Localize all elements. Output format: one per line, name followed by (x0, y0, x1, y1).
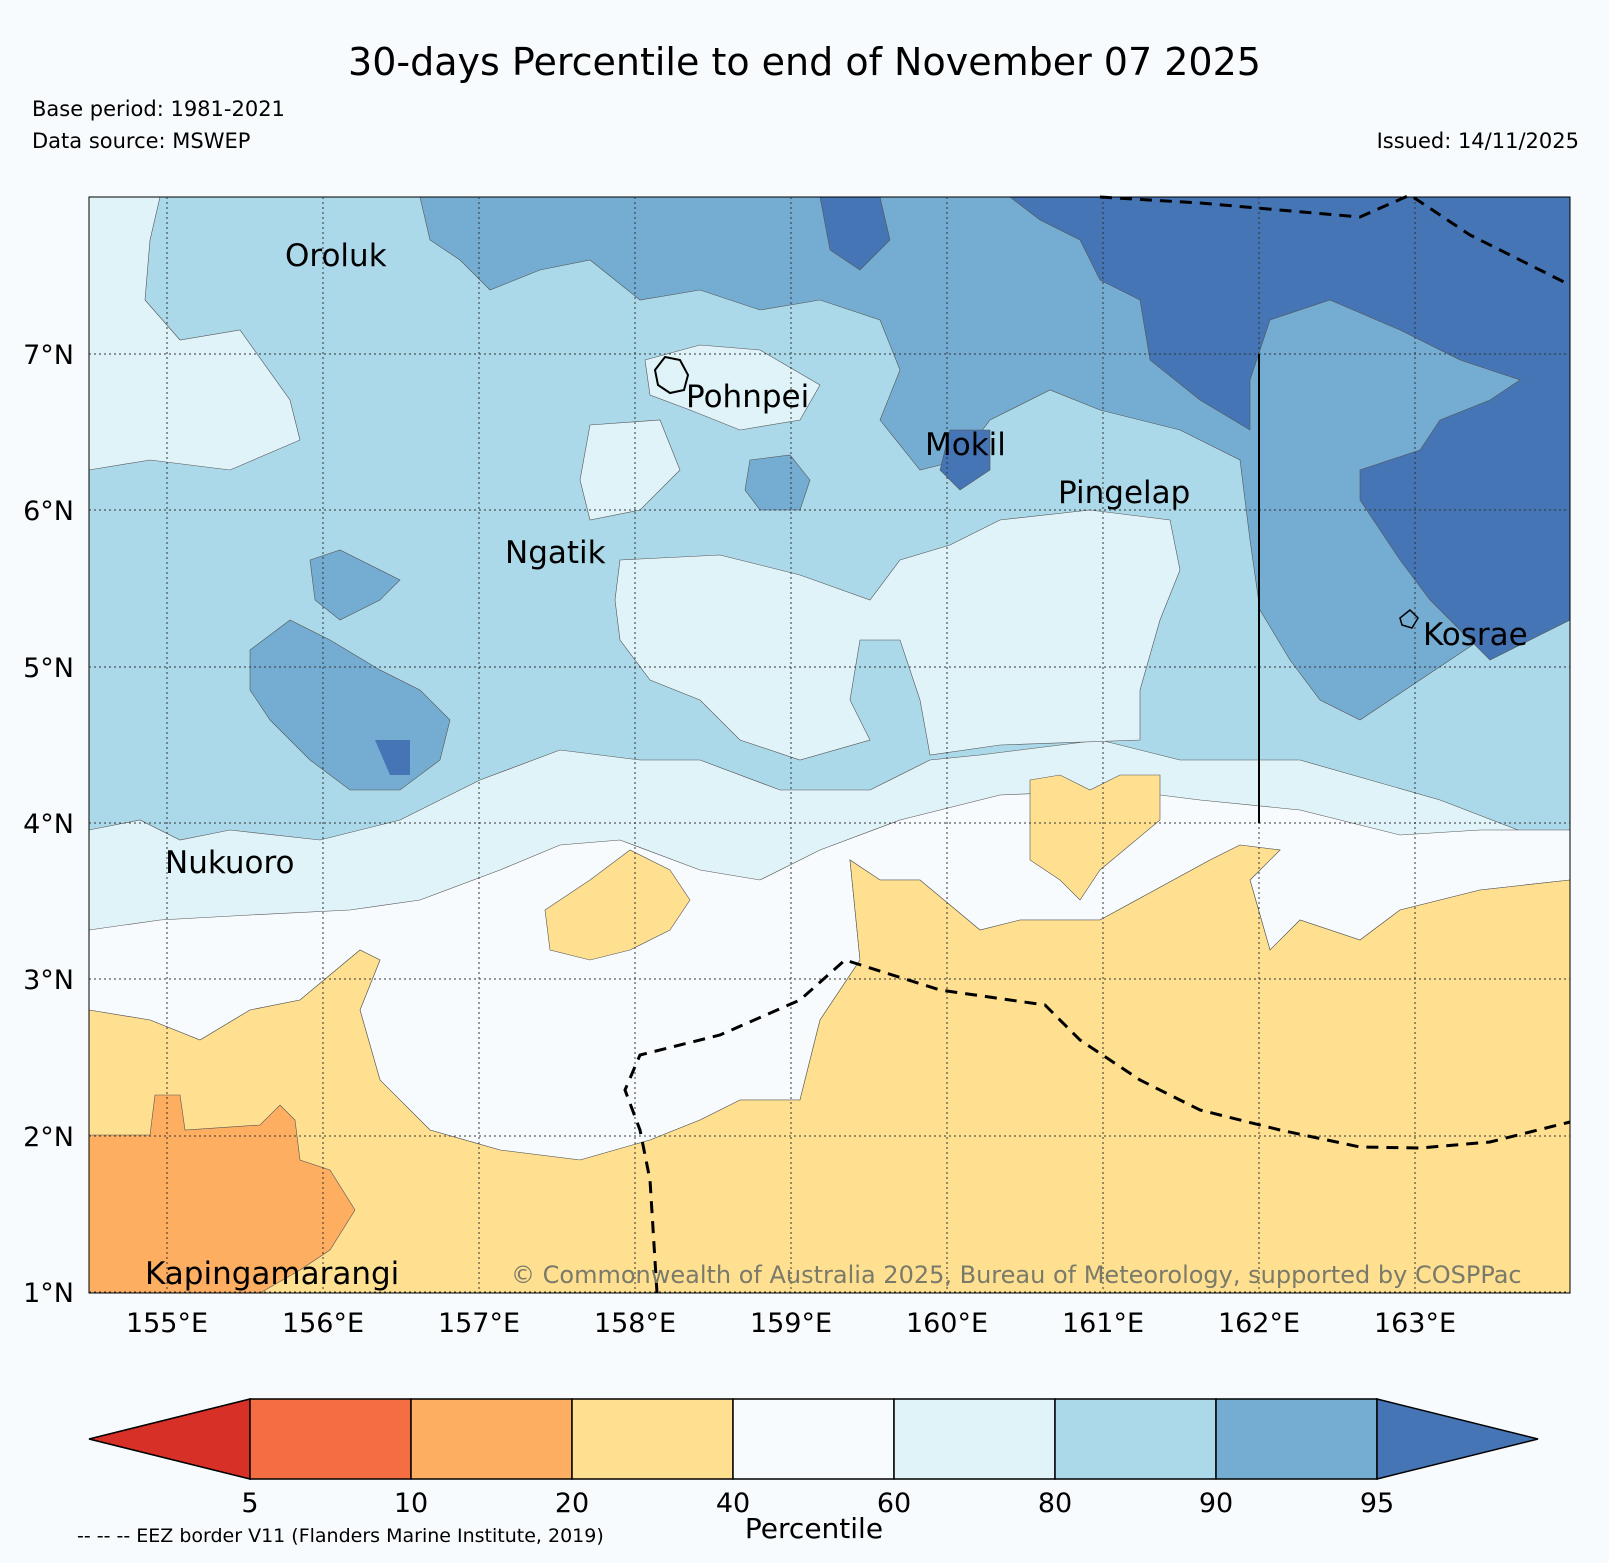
eez-border (623, 193, 1571, 1294)
region-60-80-west (89, 197, 301, 471)
lon-label-157e: 157°E (438, 1308, 520, 1339)
base-period: Base period: 1981-2021 (32, 97, 285, 121)
lon-label-158e: 158°E (594, 1308, 676, 1339)
colorbar-tick-40: 40 (716, 1488, 750, 1519)
island-label-pingelap: Pingelap (1058, 475, 1190, 511)
colorbar-segment-80-90 (1054, 1398, 1217, 1480)
lon-label-162e: 162°E (1218, 1308, 1300, 1339)
lon-label-156e: 156°E (282, 1308, 364, 1339)
map-title: 30-days Percentile to end of November 07… (348, 40, 1261, 84)
colorbar-tick-10: 10 (394, 1488, 428, 1519)
island-label-oroluk: Oroluk (285, 238, 387, 274)
lat-label-2n: 2°N (23, 1122, 74, 1153)
region-60-80-middle (614, 509, 1181, 761)
colorbar-tick-90: 90 (1199, 1488, 1233, 1519)
gridlines (89, 197, 1570, 1293)
island-label-kosrae: Kosrae (1423, 617, 1528, 653)
lon-label-155e: 155°E (126, 1308, 208, 1339)
map-frame (88, 196, 1571, 1294)
eez-border-note: -- -- -- EEZ border V11 (Flanders Marine… (77, 1525, 604, 1547)
colorbar-segment-5-10 (249, 1398, 412, 1480)
island-label-pohnpei: Pohnpei (686, 379, 809, 415)
lat-label-4n: 4°N (23, 809, 74, 840)
colorbar-tick-5: 5 (241, 1488, 258, 1519)
lon-label-161e: 161°E (1062, 1308, 1144, 1339)
lat-label-3n: 3°N (23, 965, 74, 996)
issued-date: Issued: 14/11/2025 (1376, 129, 1579, 153)
colorbar-segment-20-40 (571, 1398, 734, 1480)
region-20-40-south (89, 844, 1570, 1293)
colorbar-segment-90-95 (1215, 1398, 1378, 1480)
island-label-mokil: Mokil (925, 427, 1006, 463)
colorbar-title: Percentile (744, 1512, 884, 1545)
colorbar-tick-95: 95 (1360, 1488, 1394, 1519)
lat-label-7n: 7°N (23, 340, 74, 371)
colorbar-tick-80: 80 (1038, 1488, 1072, 1519)
colorbar-tick-60: 60 (877, 1488, 911, 1519)
island-label-ngatik: Ngatik (505, 535, 606, 571)
region-gt95-north (819, 197, 891, 271)
kosrae-outline (1399, 608, 1419, 629)
colorbar-tick-20: 20 (555, 1488, 589, 1519)
lon-label-160e: 160°E (906, 1308, 988, 1339)
region-90-95-small (309, 549, 401, 621)
region-10-20 (89, 1094, 356, 1293)
island-label-nukuoro: Nukuoro (165, 845, 294, 881)
region-gt95-sw (375, 740, 410, 775)
region-20-40-blob1 (544, 849, 691, 961)
colorbar-segment-gt95 (1376, 1398, 1539, 1480)
colorbar-segment-40-60 (732, 1398, 895, 1480)
pohnpei-outline (653, 355, 690, 395)
region-20-40-blob2 (1029, 774, 1161, 901)
colorbar-segment-lt5 (88, 1398, 251, 1480)
data-source: Data source: MSWEP (32, 129, 251, 153)
lon-label-163e: 163°E (1374, 1308, 1456, 1339)
region-gt95-northeast (1009, 197, 1570, 661)
lat-label-5n: 5°N (23, 653, 74, 684)
region-gt95-mokil (939, 429, 991, 491)
lat-label-1n: 1°N (23, 1278, 74, 1309)
colorbar: 5 10 20 40 60 80 90 95 (88, 1398, 1539, 1519)
colorbar-segment-10-20 (410, 1398, 573, 1480)
copyright-text: © Commonwealth of Australia 2025, Bureau… (511, 1261, 1522, 1289)
region-60-80-pohnpei (644, 344, 821, 431)
lon-label-159e: 159°E (750, 1308, 832, 1339)
colorbar-segment-60-80 (893, 1398, 1056, 1480)
lat-label-6n: 6°N (23, 496, 74, 527)
island-label-kapingamarangi: Kapingamarangi (145, 1256, 399, 1292)
